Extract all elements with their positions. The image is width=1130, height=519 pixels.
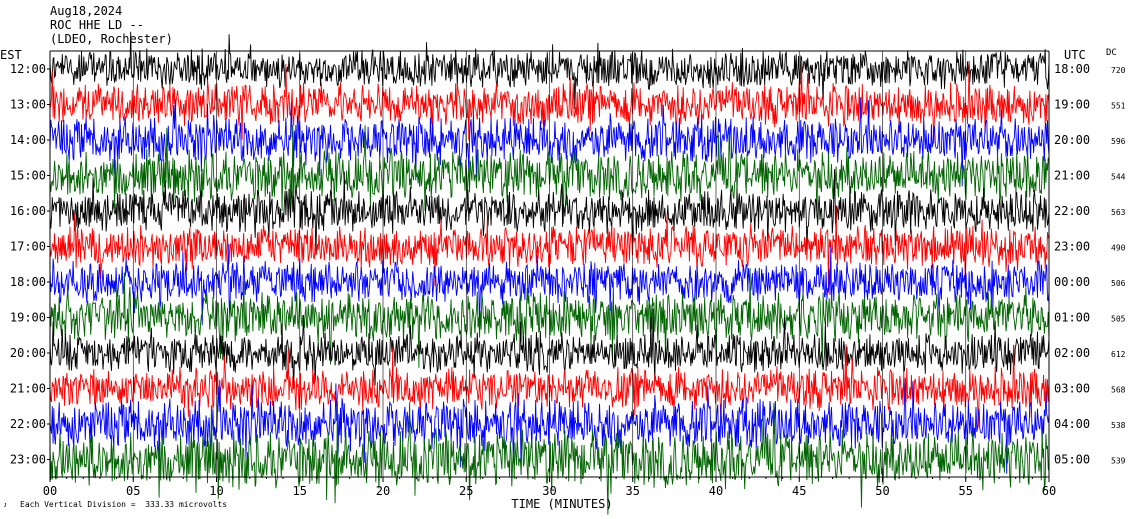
x-tick-label: 15 [293, 484, 307, 498]
est-label: 17:00 [10, 240, 46, 254]
x-tick-label: 00 [43, 484, 57, 498]
x-tick-label: 30 [542, 484, 556, 498]
x-tick-label: 45 [792, 484, 806, 498]
dc-value: 539 [1111, 457, 1126, 466]
dc-value: 551 [1111, 102, 1126, 111]
station-label: ROC HHE LD -- [50, 18, 144, 32]
dc-value: 568 [1111, 386, 1126, 395]
x-tick-label: 05 [126, 484, 140, 498]
x-tick-label: 20 [376, 484, 390, 498]
label-layer: 12:00 18:00 720 13:00 19:00 551 14:00 20:00 596 1… [10, 62, 1126, 511]
utc-label: 22:00 [1054, 204, 1090, 218]
x-tick-label: 55 [959, 484, 973, 498]
est-label: 19:00 [10, 311, 46, 325]
x-tick-label: 60 [1042, 484, 1056, 498]
utc-label: 18:00 [1054, 62, 1090, 76]
utc-label: 01:00 [1054, 311, 1090, 325]
est-label: 14:00 [10, 133, 46, 147]
network-label: (LDEO, Rochester) [50, 32, 173, 46]
utc-label: 04:00 [1054, 417, 1090, 431]
x-tick-label: 10 [209, 484, 223, 498]
est-label: 20:00 [10, 346, 46, 360]
est-label: 16:00 [10, 204, 46, 218]
dc-value: 544 [1111, 173, 1126, 182]
utc-label: 00:00 [1054, 275, 1090, 289]
x-axis-title: TIME (MINUTES) [511, 497, 612, 511]
axes-layer [47, 50, 1050, 482]
utc-label: 19:00 [1054, 98, 1090, 112]
utc-label: 23:00 [1054, 240, 1090, 254]
est-label: 15:00 [10, 169, 46, 183]
x-tick-label: 50 [875, 484, 889, 498]
dc-value: 505 [1111, 315, 1126, 324]
est-label: 21:00 [10, 382, 46, 396]
dc-value: 506 [1111, 279, 1126, 288]
dc-column-title: DC [1106, 48, 1117, 58]
dc-value: 490 [1111, 244, 1126, 253]
utc-label: 20:00 [1054, 133, 1090, 147]
utc-label: 02:00 [1054, 346, 1090, 360]
dc-value: 720 [1111, 66, 1126, 75]
x-tick-label: 25 [459, 484, 473, 498]
est-label: 13:00 [10, 98, 46, 112]
dc-value: 596 [1111, 137, 1126, 146]
est-label: 18:00 [10, 275, 46, 289]
x-tick-label: 40 [709, 484, 723, 498]
corner-mark: ᴊ [4, 500, 7, 509]
est-label: 12:00 [10, 62, 46, 76]
utc-axis-title: UTC [1064, 48, 1086, 62]
x-tick-label: 35 [626, 484, 640, 498]
dc-value: 612 [1111, 350, 1126, 359]
scale-note: Each Vertical Division = 333.33 microvol… [20, 500, 228, 509]
utc-label: 05:00 [1054, 453, 1090, 467]
est-label: 23:00 [10, 453, 46, 467]
date-label: Aug18,2024 [50, 4, 123, 18]
dc-value: 538 [1111, 421, 1126, 430]
est-axis-title: EST [0, 48, 22, 62]
est-label: 22:00 [10, 417, 46, 431]
utc-label: 21:00 [1054, 169, 1090, 183]
utc-label: 03:00 [1054, 382, 1090, 396]
dc-value: 563 [1111, 208, 1126, 217]
